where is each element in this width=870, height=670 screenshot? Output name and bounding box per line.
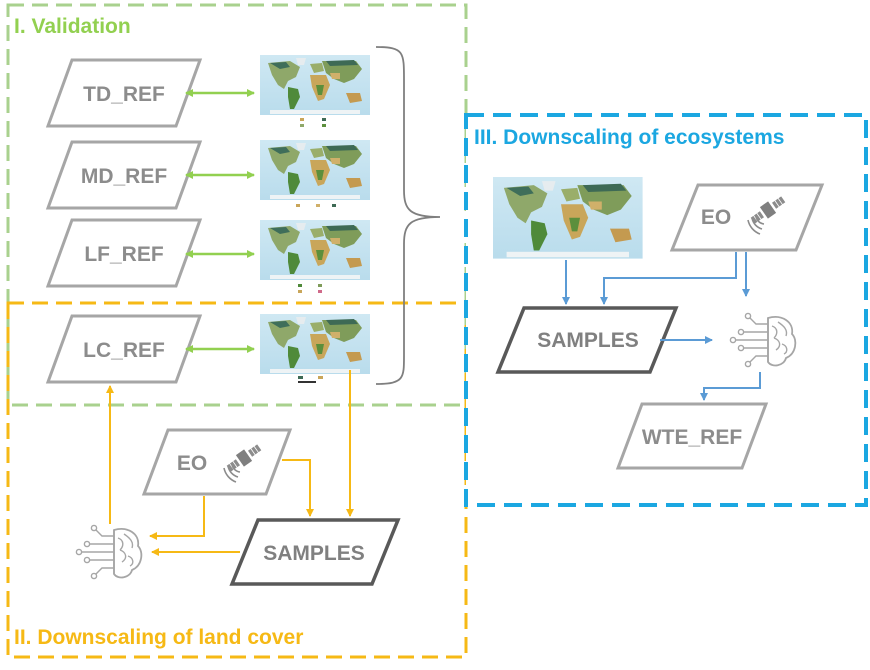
lc-ref-shape: LC_REF (45, 314, 203, 384)
td-ref-shape: TD_REF (45, 58, 203, 128)
ecosystems-title: III. Downscaling of ecosystems (474, 126, 784, 149)
lf-map-image (260, 220, 370, 293)
eo-land-cover-label: EO (177, 452, 207, 475)
td-map-image (260, 55, 370, 127)
eo-land-cover-shape: EO (141, 428, 293, 496)
eo-to-samples-arrow-eco (600, 252, 737, 305)
brain-icon (75, 524, 143, 580)
ecosystems-map-image (493, 177, 643, 259)
grouping-brace (375, 46, 441, 385)
lf-ref-label: LF_REF (84, 243, 164, 266)
eo-ecosystems-label: EO (701, 206, 731, 229)
lc-ref-label: LC_REF (83, 339, 165, 362)
lf-ref-shape: LF_REF (45, 218, 203, 288)
md-map-image (260, 140, 370, 207)
eo-ecosystems-shape: EO (669, 183, 825, 252)
eo-to-model-arrow (149, 496, 205, 540)
lc-map-image (260, 314, 370, 383)
samples-ecosystems-shape: SAMPLES (495, 306, 679, 374)
wte-ref-shape: WTE_REF (615, 402, 769, 470)
land-cover-title: II. Downscaling of land cover (14, 626, 303, 649)
model-to-wte-arrow (700, 372, 761, 401)
samples-land-cover-shape: SAMPLES (229, 518, 401, 586)
eo-to-samples-arrow (282, 459, 314, 517)
validation-title: I. Validation (14, 15, 131, 38)
td-ref-label: TD_REF (83, 83, 165, 106)
samples-ecosystems-label: SAMPLES (537, 329, 639, 352)
samples-land-cover-label: SAMPLES (263, 542, 365, 565)
wte-ref-label: WTE_REF (642, 426, 743, 449)
md-ref-shape: MD_REF (45, 140, 203, 210)
md-ref-label: MD_REF (81, 165, 168, 188)
